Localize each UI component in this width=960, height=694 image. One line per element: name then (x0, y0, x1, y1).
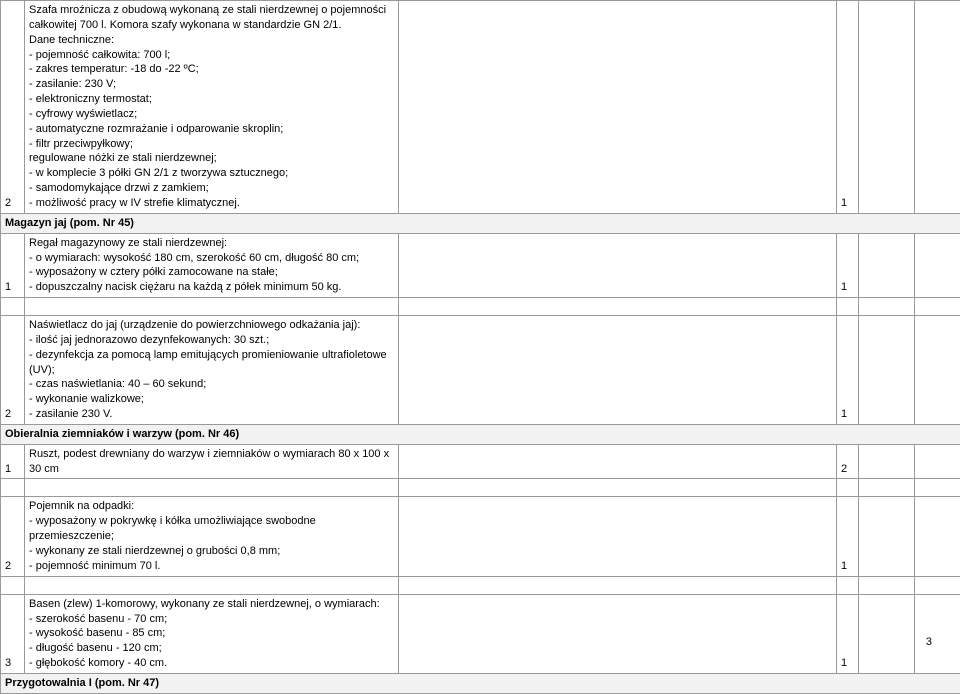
section-title: Obieralnia ziemniaków i warzyw (pom. Nr … (1, 424, 960, 444)
row-description: Naświetlacz do jaj (urządzenie do powier… (25, 316, 399, 425)
empty-cell (859, 479, 915, 497)
empty-cell (25, 576, 399, 594)
empty-cell (399, 444, 837, 479)
row-description: Regał magazynowy ze stali nierdzewnej: -… (25, 233, 399, 297)
empty-cell (859, 497, 915, 576)
empty-cell (837, 576, 859, 594)
row-quantity: 1 (837, 1, 859, 214)
row-number: 2 (1, 497, 25, 576)
empty-cell (399, 1, 837, 214)
empty-cell (915, 497, 960, 576)
empty-cell (915, 316, 960, 425)
section-title: Przygotowalnia I (pom. Nr 47) (1, 673, 960, 693)
empty-cell (399, 298, 837, 316)
equipment-table: 2Szafa mroźnicza z obudową wykonaną ze s… (0, 0, 960, 694)
empty-cell (915, 1, 960, 214)
row-description: Szafa mroźnicza z obudową wykonaną ze st… (25, 1, 399, 214)
empty-cell (859, 1, 915, 214)
table-row: 2Naświetlacz do jaj (urządzenie do powie… (1, 316, 960, 425)
empty-cell (859, 576, 915, 594)
table-row: Obieralnia ziemniaków i warzyw (pom. Nr … (1, 424, 960, 444)
page-number: 3 (926, 636, 932, 648)
table-row: 2Pojemnik na odpadki: - wyposażony w pok… (1, 497, 960, 576)
empty-cell (837, 298, 859, 316)
table-row (1, 479, 960, 497)
empty-cell (859, 298, 915, 316)
empty-cell (837, 479, 859, 497)
table-row: 3Basen (zlew) 1-komorowy, wykonany ze st… (1, 594, 960, 673)
empty-cell (915, 298, 960, 316)
empty-cell (399, 479, 837, 497)
empty-cell (25, 298, 399, 316)
empty-cell (399, 497, 837, 576)
empty-cell (399, 233, 837, 297)
table-row (1, 298, 960, 316)
row-description: Ruszt, podest drewniany do warzyw i ziem… (25, 444, 399, 479)
empty-cell (859, 594, 915, 673)
empty-cell (399, 576, 837, 594)
table-row: 2Szafa mroźnicza z obudową wykonaną ze s… (1, 1, 960, 214)
row-quantity: 1 (837, 594, 859, 673)
empty-cell (25, 479, 399, 497)
empty-cell (1, 479, 25, 497)
row-number: 1 (1, 444, 25, 479)
row-number: 2 (1, 316, 25, 425)
table-row: Magazyn jaj (pom. Nr 45) (1, 213, 960, 233)
row-quantity: 1 (837, 233, 859, 297)
table-row (1, 576, 960, 594)
row-description: Basen (zlew) 1-komorowy, wykonany ze sta… (25, 594, 399, 673)
empty-cell (859, 444, 915, 479)
empty-cell (399, 316, 837, 425)
row-number: 3 (1, 594, 25, 673)
empty-cell (915, 444, 960, 479)
table-row: Przygotowalnia I (pom. Nr 47) (1, 673, 960, 693)
row-number: 2 (1, 1, 25, 214)
row-quantity: 2 (837, 444, 859, 479)
table-row: 1Ruszt, podest drewniany do warzyw i zie… (1, 444, 960, 479)
empty-cell (859, 233, 915, 297)
empty-cell (915, 233, 960, 297)
empty-cell (1, 298, 25, 316)
empty-cell (915, 594, 960, 673)
empty-cell (859, 316, 915, 425)
empty-cell (399, 594, 837, 673)
table-row: 1Regał magazynowy ze stali nierdzewnej: … (1, 233, 960, 297)
row-quantity: 1 (837, 497, 859, 576)
empty-cell (1, 576, 25, 594)
row-number: 1 (1, 233, 25, 297)
empty-cell (915, 479, 960, 497)
row-description: Pojemnik na odpadki: - wyposażony w pokr… (25, 497, 399, 576)
empty-cell (915, 576, 960, 594)
row-quantity: 1 (837, 316, 859, 425)
section-title: Magazyn jaj (pom. Nr 45) (1, 213, 960, 233)
